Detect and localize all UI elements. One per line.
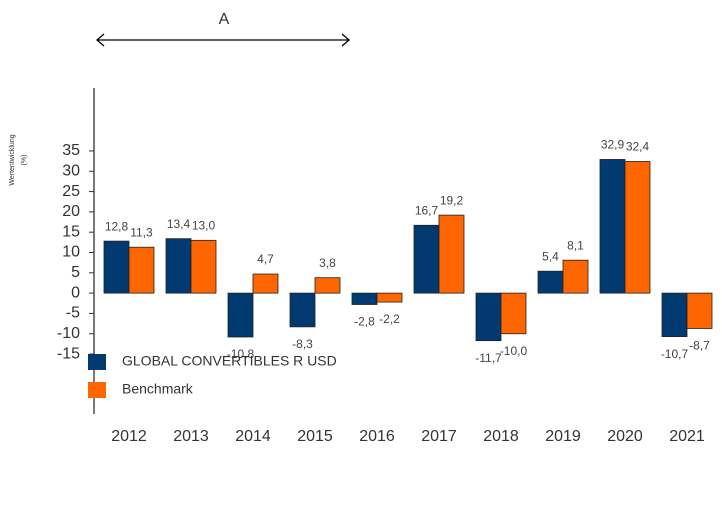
data-label: -8,3: [292, 337, 313, 351]
y-tick-label: 5: [71, 264, 80, 281]
annotation-arrow: [96, 33, 350, 47]
data-label: 8,1: [567, 238, 584, 252]
bar: [252, 273, 279, 294]
bar: [686, 292, 713, 329]
legend-label: GLOBAL CONVERTIBLES R USD: [122, 353, 337, 369]
data-label: 4,7: [257, 252, 274, 266]
data-label: 13,0: [192, 218, 216, 232]
y-tick-label: 35: [62, 142, 80, 159]
bar: [599, 159, 626, 294]
legend-swatch: [88, 382, 106, 398]
bar: [500, 292, 527, 335]
x-tick-label: 2017: [421, 428, 457, 445]
y-tick-label: 30: [62, 162, 80, 179]
y-tick-label: -15: [57, 345, 80, 362]
bar: [227, 292, 254, 338]
data-label: -8,7: [689, 339, 710, 353]
data-label: -10,8: [227, 347, 255, 361]
y-tick-label: 10: [62, 244, 80, 261]
y-tick-label: 0: [71, 284, 80, 301]
bar: [438, 214, 465, 294]
data-label: 32,4: [626, 140, 650, 154]
bar: [562, 259, 589, 294]
data-label: 11,3: [130, 225, 153, 239]
data-label: -2,8: [354, 315, 375, 329]
bar: [475, 292, 502, 342]
bar: [351, 292, 378, 305]
data-label: 12,8: [105, 219, 129, 233]
y-tick-label: 25: [62, 183, 80, 200]
legend-label: Benchmark: [122, 381, 194, 397]
x-tick-label: 2013: [173, 428, 209, 445]
data-label: 16,7: [415, 203, 439, 217]
x-tick-label: 2012: [111, 428, 147, 445]
y-tick-label: 20: [62, 203, 80, 220]
bar: [190, 239, 217, 294]
x-tick-label: 2019: [545, 428, 581, 445]
bar: [624, 161, 651, 294]
bar: [289, 292, 316, 328]
bar: [103, 240, 130, 294]
bar: [165, 238, 192, 294]
x-tick-label: 2015: [297, 428, 333, 445]
bar: [376, 292, 403, 303]
y-axis-label: (%): [21, 155, 28, 166]
data-label: -2,2: [379, 312, 400, 326]
x-tick-label: 2014: [235, 428, 271, 445]
y-axis-label: Wertentwicklung: [9, 134, 16, 185]
y-tick-label: -10: [57, 325, 80, 342]
x-tick-label: 2021: [669, 428, 705, 445]
data-label: 3,8: [319, 256, 336, 270]
data-label: 19,2: [440, 193, 464, 207]
y-tick-label: -5: [66, 305, 80, 322]
data-label: 5,4: [542, 249, 559, 263]
y-tick-label: 15: [62, 223, 80, 240]
x-tick-label: 2020: [607, 428, 643, 445]
bar: [537, 270, 564, 294]
data-label: -10,7: [661, 347, 689, 361]
bar: [314, 277, 341, 294]
x-tick-label: 2018: [483, 428, 519, 445]
data-label: 13,4: [167, 217, 191, 231]
bar: [413, 224, 440, 294]
bar: [661, 292, 688, 337]
legend-swatch: [88, 354, 106, 370]
data-label: 32,9: [601, 138, 625, 152]
data-label: -10,0: [500, 344, 528, 358]
annotation: A: [219, 11, 230, 28]
data-label: -11,7: [475, 351, 502, 365]
x-tick-label: 2016: [359, 428, 395, 445]
bar: [128, 246, 155, 294]
